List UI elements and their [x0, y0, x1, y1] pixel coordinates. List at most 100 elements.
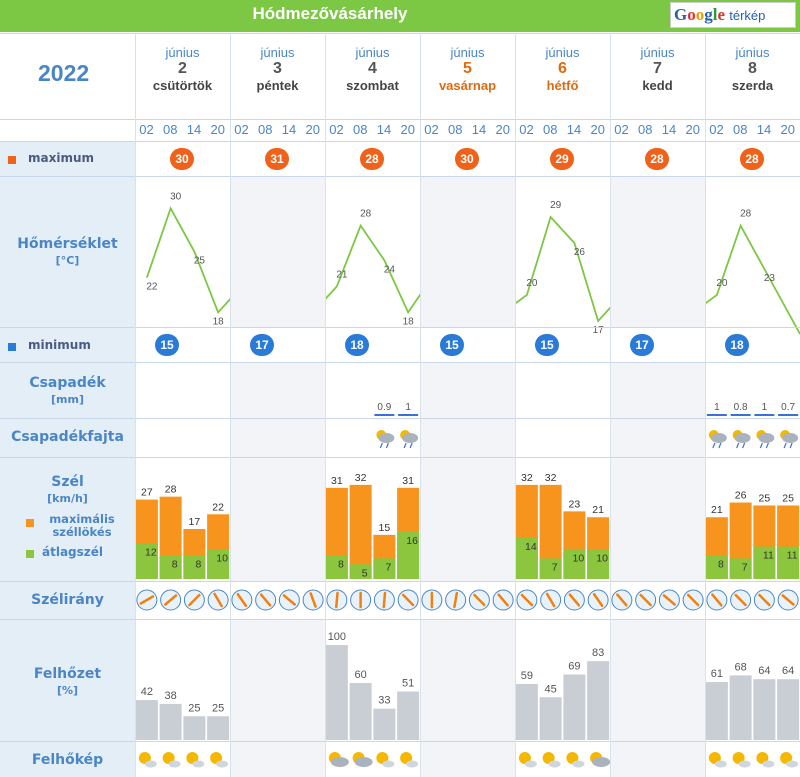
- cloud-label-text: Felhőzet: [33, 666, 102, 682]
- max-temp-badge: 29: [550, 148, 574, 170]
- row-divider: [0, 741, 800, 742]
- precip-bar: [374, 414, 395, 416]
- temp-value-label: 22: [146, 282, 158, 293]
- cloud-icon: [382, 760, 395, 768]
- hour-label: 20: [210, 122, 225, 137]
- wind-gust-label: 26: [735, 490, 747, 502]
- cloud-icon: [572, 760, 585, 768]
- day-shade: [230, 363, 325, 418]
- cloud-bar: [539, 697, 562, 740]
- wind-avg-label: 11: [787, 550, 798, 562]
- cloud-value-label: 69: [568, 660, 580, 672]
- wind-arrow: [662, 594, 676, 606]
- wind-arrow: [309, 592, 317, 608]
- gust-marker: [26, 519, 34, 527]
- precip-type-label-cell: [0, 419, 135, 457]
- cloud-bar: [325, 645, 348, 740]
- day-month: június: [735, 45, 770, 60]
- wind-arrow: [686, 593, 700, 607]
- day-header: június 5 vasárnap: [420, 45, 515, 93]
- precip-bar: [754, 414, 775, 416]
- day-shade: [420, 458, 515, 581]
- year-label: 2022: [38, 60, 90, 86]
- wind-arrow: [401, 593, 415, 607]
- cloud-icon: [786, 760, 799, 768]
- temp-value-label: 30: [170, 191, 182, 202]
- wind-arrow: [282, 594, 296, 606]
- rain-icon: [783, 442, 787, 449]
- cloud-bar: [563, 674, 586, 740]
- precip-value-label: 0.7: [781, 402, 795, 413]
- cloud-value-label: 68: [735, 661, 747, 673]
- precip-bar: [778, 414, 799, 416]
- wind-avg-bar: [539, 558, 562, 579]
- day-number: 3: [273, 60, 282, 77]
- wind-arrow: [781, 594, 795, 606]
- temp-value-label: 28: [740, 209, 752, 220]
- wind-arrow: [139, 595, 155, 605]
- precip-value-label: 1: [762, 402, 768, 413]
- wind-gust-label: 28: [165, 484, 177, 496]
- hour-label: 20: [685, 122, 700, 137]
- gmap-letter: e: [717, 5, 726, 24]
- rain-icon: [736, 442, 740, 449]
- cloud-icon: [144, 760, 157, 768]
- temp-value-label: 20: [526, 278, 538, 289]
- cloud-value-label: 33: [378, 695, 390, 707]
- cloud-value-label: 100: [328, 631, 346, 643]
- hour-label: 14: [281, 122, 297, 137]
- max-temp-badge: 28: [645, 148, 669, 170]
- wind-avg-bar: [729, 558, 752, 579]
- cloud-bar: [587, 661, 610, 740]
- hour-label: 20: [495, 122, 510, 137]
- wind-avg-bar: [183, 555, 206, 579]
- day-month: június: [260, 45, 295, 60]
- wind-gust-label: 21: [592, 504, 604, 516]
- row-divider: [0, 581, 800, 582]
- cloud-value-label: 64: [782, 665, 794, 677]
- hour-label: 02: [234, 122, 249, 137]
- day-divider: [610, 33, 611, 777]
- cloud-icon: [592, 757, 611, 767]
- wind-gust-label: 25: [759, 492, 771, 504]
- temp-unit: [°C]: [55, 254, 80, 267]
- cloud-icon: [758, 433, 775, 443]
- day-divider: [420, 33, 421, 777]
- hour-label: 20: [780, 122, 795, 137]
- cloud-icon: [402, 433, 419, 443]
- city-title: Hódmezővásárhely: [252, 4, 408, 23]
- cloud-icon: [734, 433, 751, 443]
- max-temp-badge: 30: [455, 148, 479, 170]
- day-month: június: [640, 45, 675, 60]
- temp-value-label: 20: [716, 278, 728, 289]
- wind-arrow: [473, 593, 486, 607]
- gmap-letter: l: [712, 5, 718, 24]
- wind-gust-label: 31: [331, 475, 343, 487]
- cloud-bar: [159, 703, 182, 740]
- google-map-link[interactable]: Google térkép: [670, 2, 796, 28]
- temp-value-label: 18: [403, 316, 415, 327]
- wind-arrow: [213, 592, 223, 608]
- wind-gust-bar: [539, 484, 562, 579]
- temp-label: Hőmérséklet [°C]: [0, 236, 135, 268]
- wind-arrow: [592, 593, 604, 607]
- wind-avg-bar: [397, 531, 420, 579]
- day-month: június: [545, 45, 580, 60]
- hour-label: 08: [258, 122, 273, 137]
- rain-icon: [712, 442, 716, 449]
- cloud-bar: [349, 683, 372, 740]
- temp-value-label: 25: [194, 256, 206, 267]
- min-temp-badge: 17: [630, 334, 654, 356]
- row-divider: [0, 418, 800, 419]
- precip-bar: [730, 414, 751, 416]
- cloud-bar: [753, 679, 776, 740]
- wind-arrow: [188, 593, 201, 607]
- temp-value-label: 17: [593, 325, 605, 336]
- temp-value-label: 21: [336, 269, 348, 280]
- gmap-letter: o: [695, 5, 705, 24]
- hour-label: 14: [756, 122, 772, 137]
- day-shade: [610, 419, 705, 457]
- wind-label-text: Szél: [51, 474, 84, 490]
- wind-avg-bar: [349, 564, 372, 579]
- day-shade: [420, 363, 515, 418]
